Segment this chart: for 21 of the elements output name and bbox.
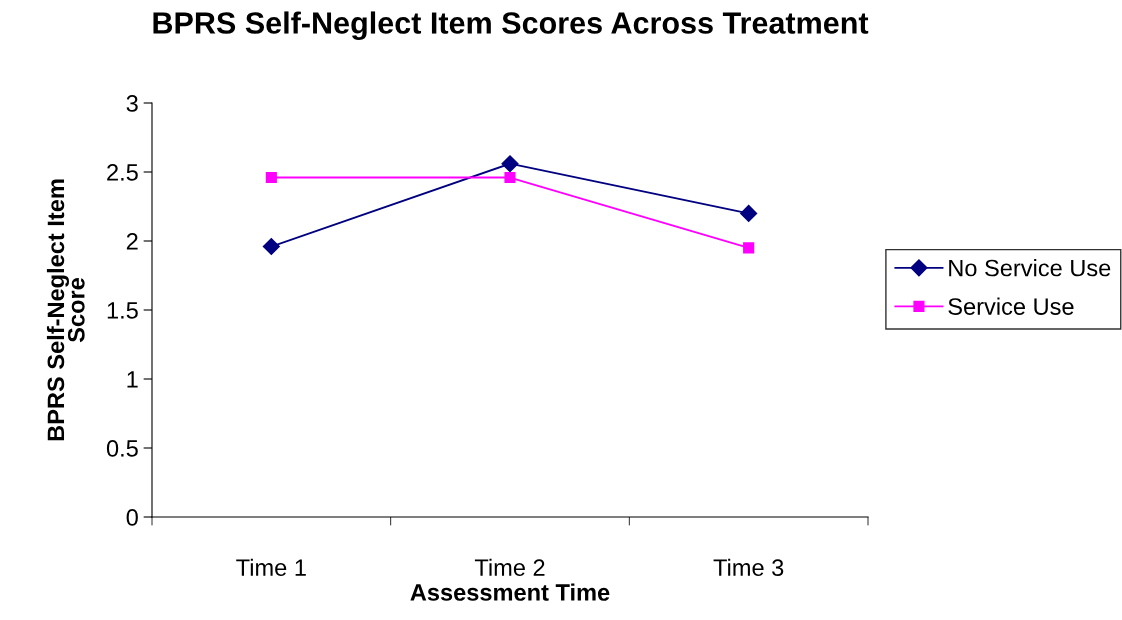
x-tick-label: Time 1 (236, 558, 306, 577)
x-axis-title: Assessment Time (410, 583, 610, 601)
point (265, 171, 277, 184)
y-tick-label: 1.5 (107, 302, 138, 319)
legend-label: No Service Use (949, 259, 1111, 277)
y-axis-title: BPRS Self-Neglect Item Score (46, 179, 85, 441)
point (740, 204, 758, 222)
y-tick-label: 2 (126, 233, 138, 250)
y-tick-label: 3 (126, 95, 138, 112)
point (501, 155, 519, 173)
point (262, 237, 280, 256)
point (743, 242, 755, 254)
y-tick-label: 2.5 (107, 164, 138, 181)
point (504, 171, 516, 184)
y-tick-label: 0 (126, 509, 138, 526)
legend-label: Service Use (948, 297, 1074, 315)
y-tick-label: 1 (127, 371, 138, 388)
y-tick-label: 0.5 (106, 440, 138, 457)
x-tick-label: Time 2 (474, 558, 545, 577)
x-tick-label: Time 3 (713, 558, 784, 577)
chart-title: BPRS Self-Neglect Item Scores Across Treatment (153, 11, 869, 41)
